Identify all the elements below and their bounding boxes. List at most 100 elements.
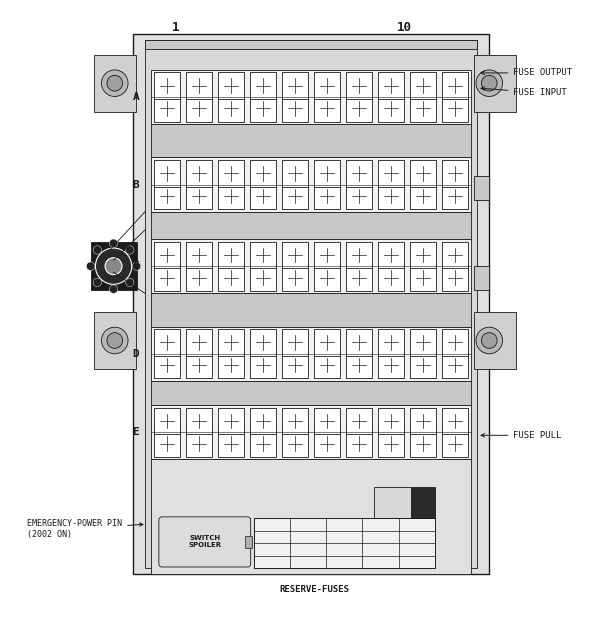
Bar xyxy=(281,430,309,457)
Bar xyxy=(186,95,213,121)
Bar xyxy=(314,264,341,291)
Bar xyxy=(217,430,244,457)
Circle shape xyxy=(476,327,503,354)
Circle shape xyxy=(126,245,134,254)
Bar xyxy=(314,183,341,209)
Bar xyxy=(151,381,471,405)
Bar xyxy=(281,242,309,268)
Bar xyxy=(378,407,405,434)
Bar xyxy=(217,183,244,209)
Bar xyxy=(442,160,469,187)
Bar xyxy=(474,176,489,200)
Bar xyxy=(153,183,180,209)
Bar xyxy=(153,264,180,291)
Bar xyxy=(186,264,213,291)
Circle shape xyxy=(101,327,128,354)
Bar xyxy=(151,460,471,574)
Circle shape xyxy=(95,248,132,284)
Bar xyxy=(186,242,213,268)
Bar xyxy=(314,95,341,121)
Bar xyxy=(151,293,471,326)
Text: FUSE INPUT: FUSE INPUT xyxy=(481,87,567,97)
Bar xyxy=(91,242,137,290)
Text: 10: 10 xyxy=(397,21,412,34)
Bar xyxy=(186,430,213,457)
Text: FUSE PULL: FUSE PULL xyxy=(481,431,562,440)
Bar xyxy=(410,264,437,291)
Bar xyxy=(345,264,372,291)
Bar xyxy=(474,55,516,112)
Bar xyxy=(378,264,405,291)
Bar xyxy=(151,405,471,460)
Text: B: B xyxy=(132,179,140,189)
Bar xyxy=(442,352,469,378)
Bar xyxy=(345,72,372,99)
Bar xyxy=(410,352,437,378)
Bar xyxy=(250,183,276,209)
Bar xyxy=(442,183,469,209)
Bar xyxy=(250,430,276,457)
Bar xyxy=(186,407,213,434)
Bar xyxy=(345,242,372,268)
Circle shape xyxy=(109,239,118,247)
Circle shape xyxy=(93,278,101,287)
Bar xyxy=(217,160,244,187)
Bar xyxy=(145,40,477,49)
Bar xyxy=(153,407,180,434)
Bar xyxy=(345,183,372,209)
Bar xyxy=(474,266,489,290)
Bar xyxy=(411,487,435,518)
Text: RESERVE-FUSES: RESERVE-FUSES xyxy=(279,585,349,594)
Bar xyxy=(151,212,471,239)
Bar xyxy=(281,407,309,434)
Bar xyxy=(153,72,180,99)
Bar xyxy=(442,329,469,356)
Bar xyxy=(410,95,437,121)
Bar xyxy=(345,329,372,356)
Circle shape xyxy=(93,245,101,254)
Bar xyxy=(151,326,471,381)
Bar xyxy=(186,329,213,356)
Bar xyxy=(151,70,471,124)
Text: C: C xyxy=(132,261,140,271)
Circle shape xyxy=(481,333,497,348)
FancyBboxPatch shape xyxy=(159,517,251,567)
Bar xyxy=(345,352,372,378)
Bar xyxy=(250,264,276,291)
Bar xyxy=(410,242,437,268)
Bar xyxy=(153,352,180,378)
Bar xyxy=(153,242,180,268)
Bar xyxy=(153,430,180,457)
Bar xyxy=(378,183,405,209)
Bar xyxy=(250,160,276,187)
Bar xyxy=(378,242,405,268)
Bar xyxy=(410,407,437,434)
Bar xyxy=(314,329,341,356)
Text: D: D xyxy=(132,349,140,359)
Bar xyxy=(217,242,244,268)
Bar xyxy=(345,430,372,457)
Circle shape xyxy=(105,258,122,275)
Bar xyxy=(250,72,276,99)
Bar xyxy=(314,352,341,378)
Bar xyxy=(94,55,136,112)
Bar xyxy=(281,183,309,209)
Bar xyxy=(250,407,276,434)
Bar xyxy=(374,487,411,518)
Bar xyxy=(410,183,437,209)
Bar xyxy=(345,407,372,434)
Bar xyxy=(410,329,437,356)
Bar xyxy=(133,34,489,574)
Circle shape xyxy=(101,70,128,97)
Bar xyxy=(151,239,471,293)
Bar xyxy=(442,242,469,268)
Bar xyxy=(474,312,516,369)
Bar xyxy=(217,72,244,99)
Bar xyxy=(186,183,213,209)
Bar xyxy=(410,72,437,99)
Bar xyxy=(250,242,276,268)
Bar xyxy=(410,160,437,187)
Bar xyxy=(153,329,180,356)
Bar xyxy=(217,95,244,121)
Bar xyxy=(314,407,341,434)
